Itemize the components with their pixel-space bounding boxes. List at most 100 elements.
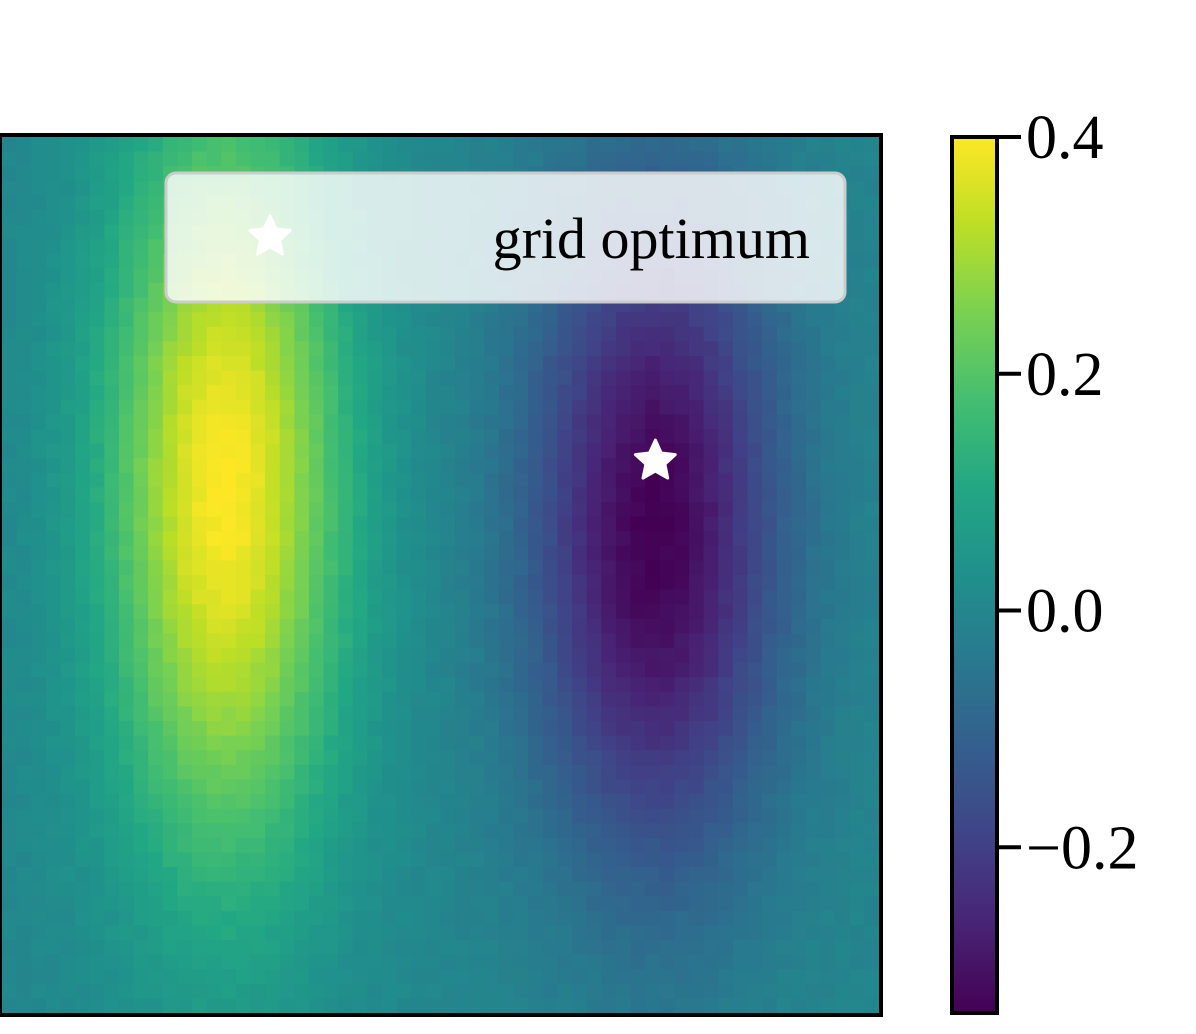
heatmap-cell [805, 575, 822, 591]
heatmap-cell [16, 458, 32, 474]
heatmap-cell [89, 633, 105, 649]
heatmap-cell [864, 443, 880, 459]
heatmap-cell [294, 487, 310, 503]
heatmap-cell [674, 575, 690, 591]
heatmap-cell [162, 633, 178, 649]
heatmap-cell [557, 137, 573, 153]
heatmap-cell [469, 677, 485, 693]
heatmap-cell [513, 750, 529, 766]
heatmap-cell [2, 706, 18, 722]
heatmap-cell [265, 545, 281, 561]
heatmap-cell [864, 341, 880, 357]
heatmap-cell [396, 502, 412, 518]
heatmap-cell [864, 283, 880, 299]
heatmap-cell [382, 414, 398, 430]
heatmap-cell [396, 998, 412, 1014]
heatmap-cell [469, 881, 485, 897]
heatmap-cell [250, 618, 266, 634]
heatmap-cell [382, 750, 398, 766]
heatmap-cell [645, 589, 661, 605]
heatmap-cell [703, 516, 719, 532]
heatmap-cell [16, 341, 32, 357]
heatmap-cell [674, 852, 690, 868]
heatmap-cell [805, 648, 822, 664]
heatmap-cell [586, 370, 602, 386]
heatmap-cell [16, 983, 32, 999]
heatmap-cell [498, 910, 515, 926]
heatmap-cell [513, 385, 529, 401]
heatmap-cell [177, 502, 193, 518]
heatmap-cell [469, 735, 485, 751]
heatmap-cell [411, 750, 427, 766]
heatmap-cell [279, 852, 295, 868]
heatmap-cell [162, 560, 178, 576]
heatmap-cell [89, 253, 105, 269]
heatmap-cell [586, 545, 602, 561]
heatmap-cell [498, 472, 515, 488]
heatmap-cell [89, 429, 105, 445]
heatmap-cell [16, 385, 32, 401]
heatmap-cell [148, 370, 164, 386]
heatmap-cell [2, 896, 18, 912]
heatmap-cell [104, 633, 120, 649]
heatmap-cell [469, 429, 485, 445]
heatmap-cell [104, 312, 120, 328]
heatmap-cell [688, 808, 705, 824]
heatmap-cell [45, 604, 62, 620]
heatmap-cell [221, 998, 237, 1014]
heatmap-cell [16, 779, 32, 795]
heatmap-cell [528, 983, 544, 999]
heatmap-cell [455, 326, 471, 342]
heatmap-cell [294, 662, 310, 678]
heatmap-cell [206, 910, 222, 926]
heatmap-cell [2, 312, 18, 328]
heatmap-cell [440, 750, 456, 766]
heatmap-cell [250, 764, 266, 780]
heatmap-cell [864, 852, 880, 868]
heatmap-cell [104, 385, 120, 401]
heatmap-cell [396, 867, 412, 883]
heatmap-cell [688, 429, 705, 445]
heatmap-cell [615, 341, 632, 357]
heatmap-cell [864, 385, 880, 401]
heatmap-cell [572, 385, 588, 401]
heatmap-cell [2, 137, 18, 153]
heatmap-cell [75, 341, 91, 357]
heatmap-cell [674, 502, 690, 518]
heatmap-cell [308, 370, 325, 386]
heatmap-cell [601, 852, 617, 868]
heatmap-cell [2, 808, 18, 824]
heatmap-cell [586, 472, 602, 488]
heatmap-cell [16, 472, 32, 488]
heatmap-cell [45, 998, 62, 1014]
heatmap-cell [425, 764, 442, 780]
heatmap-cell [352, 472, 369, 488]
heatmap-cell [572, 910, 588, 926]
heatmap-cell [177, 472, 193, 488]
heatmap-cell [206, 750, 222, 766]
heatmap-cell [703, 940, 719, 956]
heatmap-cell [323, 867, 339, 883]
heatmap-cell [60, 283, 76, 299]
heatmap-cell [425, 983, 442, 999]
heatmap-cell [791, 472, 807, 488]
heatmap-cell [542, 487, 559, 503]
heatmap-cell [572, 618, 588, 634]
heatmap-cell [352, 618, 369, 634]
heatmap-cell [192, 429, 208, 445]
heatmap-cell [440, 502, 456, 518]
heatmap-cell [718, 823, 734, 839]
heatmap-cell [615, 794, 632, 810]
heatmap-cell [835, 896, 851, 912]
heatmap-cell [425, 633, 442, 649]
heatmap-cell [250, 896, 266, 912]
heatmap-cell [45, 691, 62, 707]
heatmap-cell [308, 429, 325, 445]
heatmap-cell [425, 399, 442, 415]
heatmap-cell [133, 312, 149, 328]
heatmap-cell [572, 662, 588, 678]
heatmap-cell [235, 779, 252, 795]
heatmap-cell [323, 881, 339, 897]
heatmap-cell [133, 443, 149, 459]
heatmap-cell [265, 326, 281, 342]
